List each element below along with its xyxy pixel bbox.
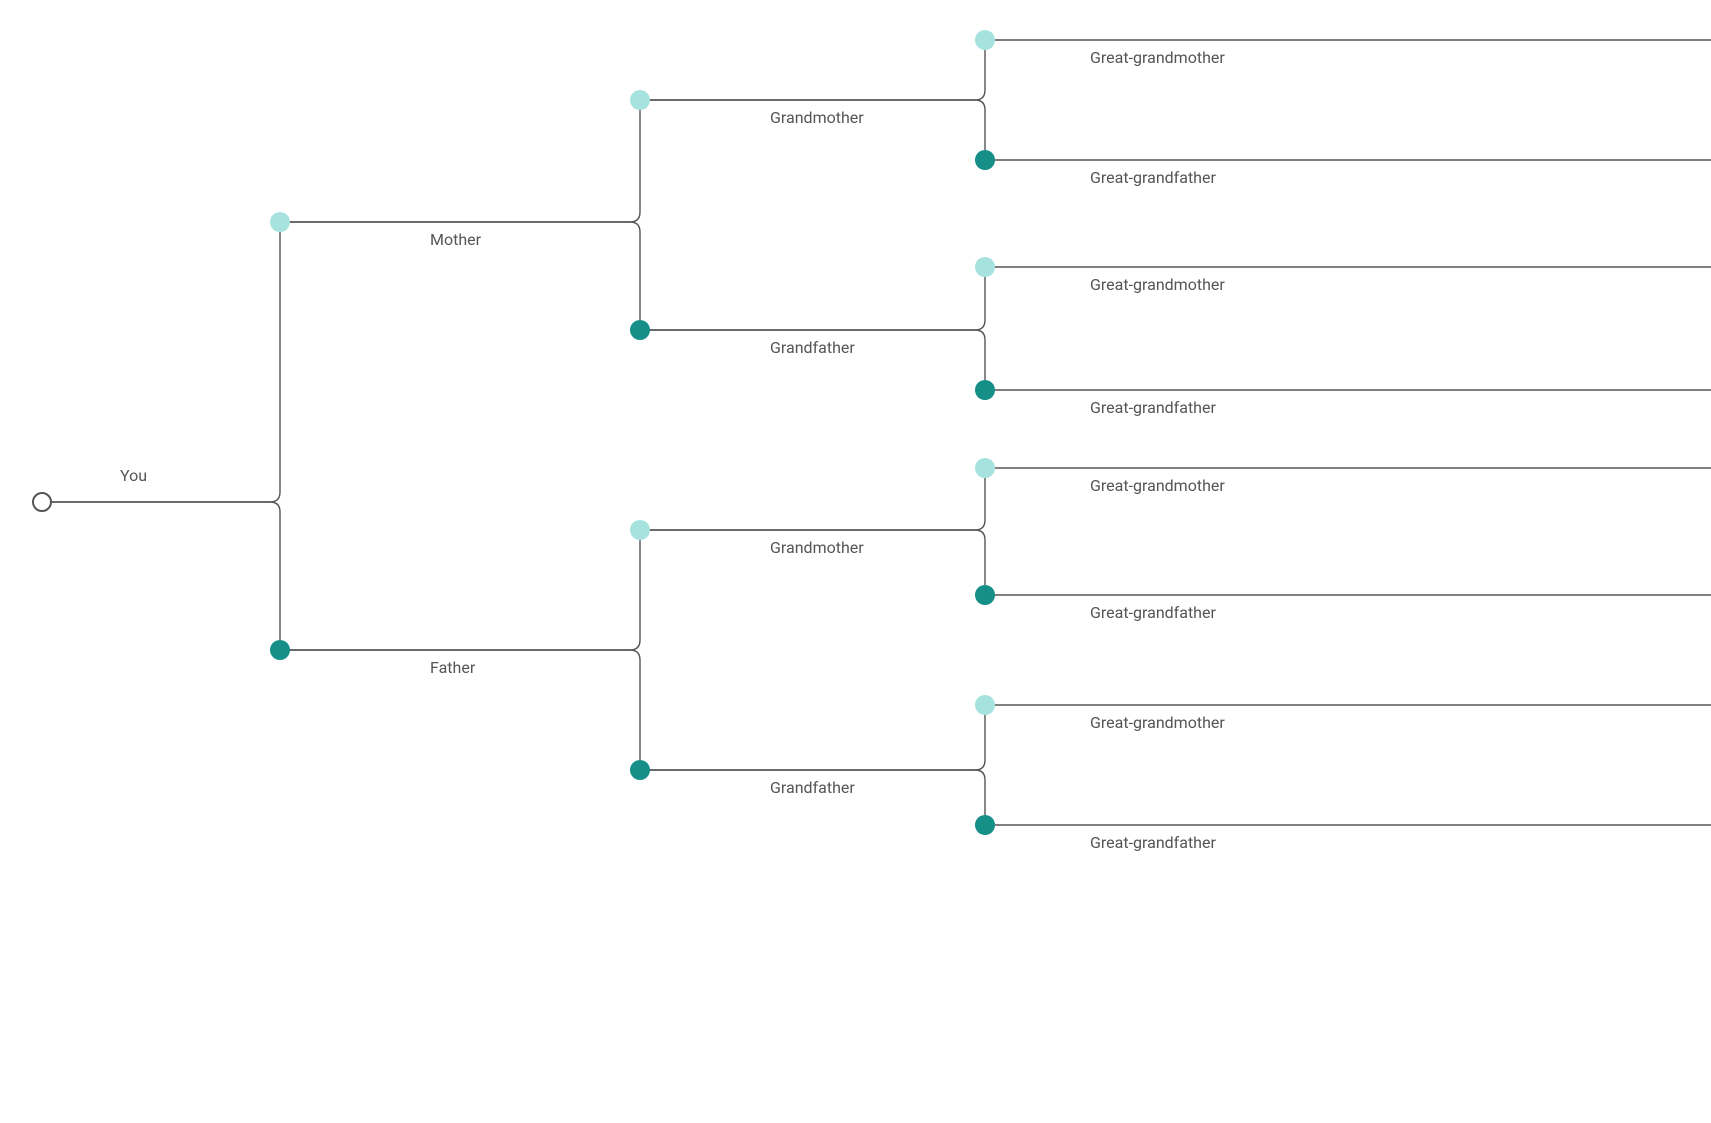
tree-label-ggm2: Great-grandmother	[1090, 275, 1225, 294]
family-tree-diagram: You Mother Father Grandmother Grandfather Gra…	[0, 0, 1711, 1123]
tree-label-ggf4: Great-grandfather	[1090, 833, 1216, 852]
tree-node-mom	[270, 212, 290, 232]
tree-node-mgm	[630, 90, 650, 110]
tree-label-mgm: Grandmother	[770, 108, 864, 127]
tree-label-ggm4: Great-grandmother	[1090, 713, 1225, 732]
tree-node-ggf3	[975, 585, 995, 605]
tree-label-dad: Father	[430, 658, 475, 677]
tree-label-you: You	[120, 466, 147, 485]
tree-node-ggf4	[975, 815, 995, 835]
tree-node-ggf2	[975, 380, 995, 400]
tree-node-ggm1	[975, 30, 995, 50]
tree-node-pgf	[630, 760, 650, 780]
tree-node-ggf1	[975, 150, 995, 170]
tree-node-ggm2	[975, 257, 995, 277]
tree-label-mgf: Grandfather	[770, 338, 855, 357]
tree-node-ggm4	[975, 695, 995, 715]
tree-node-dad	[270, 640, 290, 660]
tree-node-mgf	[630, 320, 650, 340]
tree-label-ggm3: Great-grandmother	[1090, 476, 1225, 495]
tree-label-ggf1: Great-grandfather	[1090, 168, 1216, 187]
tree-node-you	[32, 492, 52, 512]
tree-node-ggm3	[975, 458, 995, 478]
tree-label-ggm1: Great-grandmother	[1090, 48, 1225, 67]
tree-label-ggf2: Great-grandfather	[1090, 398, 1216, 417]
tree-label-pgm: Grandmother	[770, 538, 864, 557]
tree-label-mom: Mother	[430, 230, 481, 249]
tree-label-ggf3: Great-grandfather	[1090, 603, 1216, 622]
tree-label-pgf: Grandfather	[770, 778, 855, 797]
tree-connectors-svg	[0, 0, 1711, 1123]
tree-node-pgm	[630, 520, 650, 540]
